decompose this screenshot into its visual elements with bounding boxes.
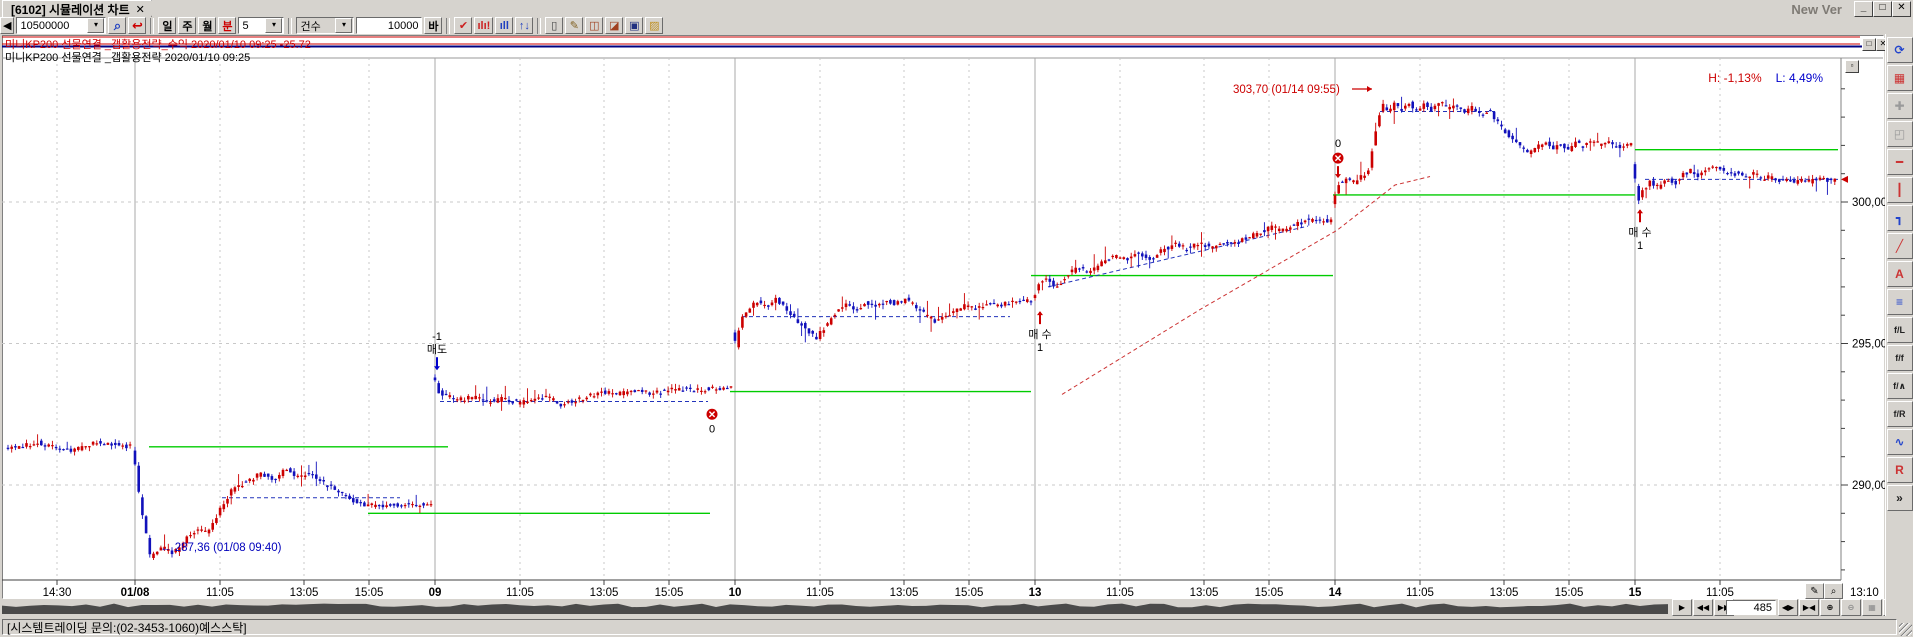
search-icon[interactable]: ⌕ <box>108 17 127 34</box>
status-message: [시스템트레이딩 문의:(02-3453-1060)예스스탁] <box>2 619 1897 635</box>
separator <box>288 17 293 34</box>
fibo-levels-icon[interactable]: f/L <box>1886 317 1913 343</box>
grid-toggle-icon[interactable]: ▦ <box>1862 599 1882 616</box>
symbol-code-combo[interactable]: 10500000 ▾ <box>16 17 107 34</box>
period-button-분[interactable]: 분 <box>218 17 237 34</box>
profit-pane-title: 미니KP200 선물연결 _갭활용전략_수익 2020/01/10 09:25 … <box>5 39 311 51</box>
wave-tool-icon[interactable]: ∿ <box>1886 429 1913 455</box>
separator <box>537 17 542 34</box>
period-button-일[interactable]: 일 <box>158 17 177 34</box>
zoom-out-icon[interactable]: ⊖ <box>1841 599 1861 616</box>
chart-window-icon[interactable]: ◫ <box>585 17 604 34</box>
bar-nav-left: ▶ ◀◀ ▶▶ <box>1672 599 1734 616</box>
draw-pencil-icon[interactable]: ✎ <box>1805 583 1824 599</box>
chevron-down-icon[interactable]: ▾ <box>265 18 283 33</box>
tab-title: [6102] 시뮬레이션 차트 <box>11 2 130 17</box>
window-controls: _ □ ✕ <box>1854 1 1911 17</box>
minimize-button[interactable]: _ <box>1854 1 1873 17</box>
file-icon-group: ▯ ✎ ◫ ◪ ▣ ▨ <box>545 17 664 34</box>
vline-tool-icon[interactable]: ┃ <box>1886 177 1913 203</box>
scroll-right-icon[interactable]: ▶ <box>1672 599 1692 616</box>
volume-bars-icon[interactable]: ıll <box>495 17 514 34</box>
period-button-월[interactable]: 월 <box>198 17 217 34</box>
tab-simulation-chart[interactable]: [6102] 시뮬레이션 차트 ✕ <box>2 0 160 18</box>
profit-pane-restore-button[interactable]: □ <box>1862 38 1876 51</box>
visible-bars-input[interactable] <box>1726 600 1776 615</box>
bar-type-button[interactable]: 바 <box>424 17 443 34</box>
more-tools-icon[interactable]: » <box>1886 485 1913 511</box>
open-folder-icon[interactable]: ▨ <box>645 17 664 34</box>
count-input[interactable] <box>356 17 423 34</box>
fibo-time-icon[interactable]: f/f <box>1886 345 1913 371</box>
high-low-readout: H: -1,13% L: 4,49% <box>1708 71 1823 85</box>
tab-edge <box>150 1 160 17</box>
fibo-fan-icon[interactable]: f/∧ <box>1886 373 1913 399</box>
sort-updown-icon[interactable]: ↑↓ <box>515 17 534 34</box>
expand-bars-icon[interactable]: ◀▶ <box>1778 599 1798 616</box>
chart-scrollbar-track[interactable] <box>2 599 1884 616</box>
close-button[interactable]: ✕ <box>1892 1 1911 17</box>
resize-grip[interactable] <box>1899 623 1912 636</box>
minute-value: 5 <box>242 19 249 32</box>
tab-close-icon[interactable]: ✕ <box>135 3 145 16</box>
chart-window2-icon[interactable]: ◪ <box>605 17 624 34</box>
refresh-icon[interactable]: ⟳ <box>1886 37 1913 63</box>
chevron-down-icon[interactable]: ▾ <box>87 18 105 33</box>
zoom-in-icon[interactable]: ⊕ <box>1820 599 1840 616</box>
separator <box>446 17 451 34</box>
pane-maximize-button[interactable]: ▫ <box>1845 60 1859 73</box>
mode-value: 건수 <box>300 20 321 33</box>
maximize-button[interactable]: □ <box>1873 1 1892 17</box>
text-tool-icon[interactable]: A <box>1886 261 1913 287</box>
save-icon[interactable]: ▣ <box>625 17 644 34</box>
separator <box>150 17 155 34</box>
scroll-left-icon[interactable]: ◀ <box>0 17 15 34</box>
pattern-r-icon[interactable]: R <box>1886 457 1913 483</box>
region-zoom-icon[interactable]: ◰ <box>1886 121 1913 147</box>
trendline-check-icon[interactable]: ✔ <box>454 17 473 34</box>
high-percent-label: H: -1,13% <box>1708 71 1762 85</box>
drawing-toolbar: ⟳ ▦ ✚ ◰ ━ ┃ ┓ ╱ A ≡ f/L f/f f/∧ f/R ∿ R» <box>1885 34 1913 616</box>
new-chart-icon[interactable]: ▯ <box>545 17 564 34</box>
levels-tool-icon[interactable]: ≡ <box>1886 289 1913 315</box>
minute-combo[interactable]: 5 ▾ <box>238 17 285 34</box>
chevron-down-icon[interactable]: ▾ <box>335 18 353 33</box>
low-percent-label: L: 4,49% <box>1775 71 1823 85</box>
fibo-retrace-icon[interactable]: f/R <box>1886 401 1913 427</box>
chart-pane-title: 미니KP200 선물연결 _갭활용전략 2020/01/10 09:25 <box>5 52 251 64</box>
hand-tool-icon[interactable]: ✚ <box>1886 93 1913 119</box>
pattern-grid-icon[interactable]: ▦ <box>1886 65 1913 91</box>
chart-area-background <box>2 35 1884 599</box>
page-left-icon[interactable]: ◀◀ <box>1693 599 1713 616</box>
compare-bars-icon[interactable]: ılı! <box>474 17 494 34</box>
status-bar: [시스템트레이딩 문의:(02-3453-1060)예스스탁] <box>0 617 1913 637</box>
version-label: New Ver <box>1791 1 1842 17</box>
window-titlebar: [6102] 시뮬레이션 차트 ✕ New Ver _ □ ✕ <box>0 0 1913 18</box>
corner-tool-icon[interactable]: ┓ <box>1886 205 1913 231</box>
jump-chart-icon[interactable]: ↩ <box>128 17 147 34</box>
mode-combo[interactable]: 건수 ▾ <box>296 17 355 34</box>
symbol-code-value: 10500000 <box>20 19 70 32</box>
axis-zoom-icon[interactable]: ⌕ <box>1824 583 1843 599</box>
period-button-주[interactable]: 주 <box>178 17 197 34</box>
compress-bars-icon[interactable]: ▶◀ <box>1799 599 1819 616</box>
trendline-tool-icon[interactable]: ╱ <box>1886 233 1913 259</box>
view-icon-group: ✔ ılı! ıll ↑↓ <box>454 17 534 34</box>
hline-tool-icon[interactable]: ━ <box>1886 149 1913 175</box>
edit-indicator-icon[interactable]: ✎ <box>565 17 584 34</box>
